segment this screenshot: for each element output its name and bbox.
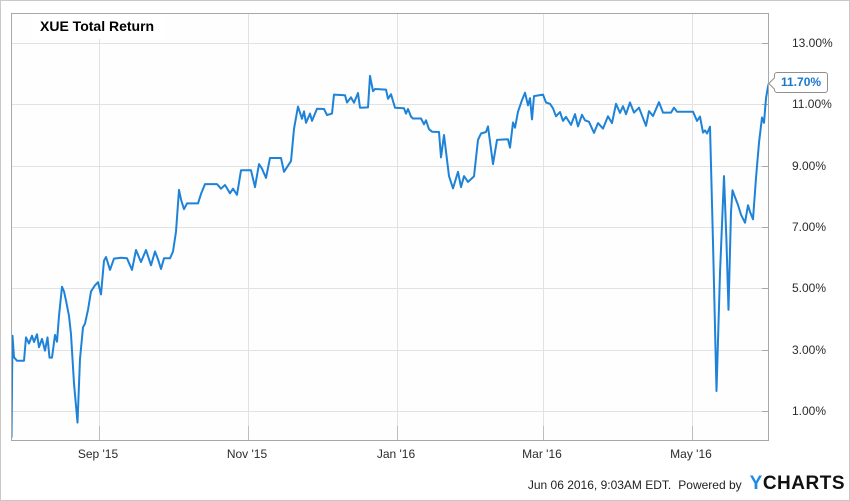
y-axis-label: 1.00% xyxy=(792,403,827,418)
chart-plot-area[interactable] xyxy=(11,13,769,441)
h-gridline xyxy=(12,43,768,45)
h-gridline xyxy=(12,227,768,228)
ycharts-logo-charts: CHARTS xyxy=(762,473,845,494)
y-tick xyxy=(762,227,768,228)
v-gridline xyxy=(692,14,693,440)
chart-title: XUE Total Return xyxy=(32,14,165,39)
x-axis-label: Jan '16 xyxy=(376,447,416,461)
x-tick xyxy=(543,426,544,440)
last-value-label: 11.70% xyxy=(781,74,822,89)
h-gridline xyxy=(12,288,768,290)
y-tick xyxy=(762,349,768,351)
x-axis-label: Sep '15 xyxy=(77,447,119,461)
h-gridline xyxy=(12,410,768,412)
last-value-callout: 11.70% xyxy=(768,71,829,93)
v-gridline xyxy=(248,14,249,440)
ycharts-logo[interactable]: YCHARTS xyxy=(750,473,845,495)
y-tick xyxy=(762,165,768,167)
y-axis-label: 5.00% xyxy=(792,281,827,296)
y-axis-label: 9.00% xyxy=(792,158,827,173)
v-gridline xyxy=(543,14,544,440)
powered-by-label: Powered by xyxy=(678,478,742,492)
y-axis-label: 11.00% xyxy=(792,97,832,112)
x-tick xyxy=(248,426,249,440)
callout-pointer xyxy=(768,77,781,90)
y-axis-label: 13.00% xyxy=(792,36,833,51)
chart-footer: Jun 06 2016, 9:03AM EDT. Powered by YCHA… xyxy=(528,473,845,495)
x-tick xyxy=(692,426,693,440)
h-gridline xyxy=(12,349,768,351)
total-return-line-chart xyxy=(12,74,768,438)
footer-timestamp: Jun 06 2016, 9:03AM EDT. xyxy=(527,478,672,492)
x-axis-label: Nov '15 xyxy=(226,447,268,461)
y-axis-label: 3.00% xyxy=(792,342,827,357)
y-tick xyxy=(762,410,768,412)
v-gridline xyxy=(397,14,398,440)
series-line-xue xyxy=(12,74,768,438)
x-tick xyxy=(99,426,100,440)
x-axis-label: May '16 xyxy=(670,447,712,461)
h-gridline xyxy=(12,104,768,106)
y-tick xyxy=(762,43,768,45)
ycharts-logo-y: Y xyxy=(749,473,763,494)
x-axis-label: Mar '16 xyxy=(522,447,562,461)
x-tick xyxy=(397,426,398,440)
y-axis-label: 7.00% xyxy=(792,220,827,234)
v-gridline xyxy=(99,14,100,440)
h-gridline xyxy=(12,165,768,167)
y-tick xyxy=(762,288,768,290)
